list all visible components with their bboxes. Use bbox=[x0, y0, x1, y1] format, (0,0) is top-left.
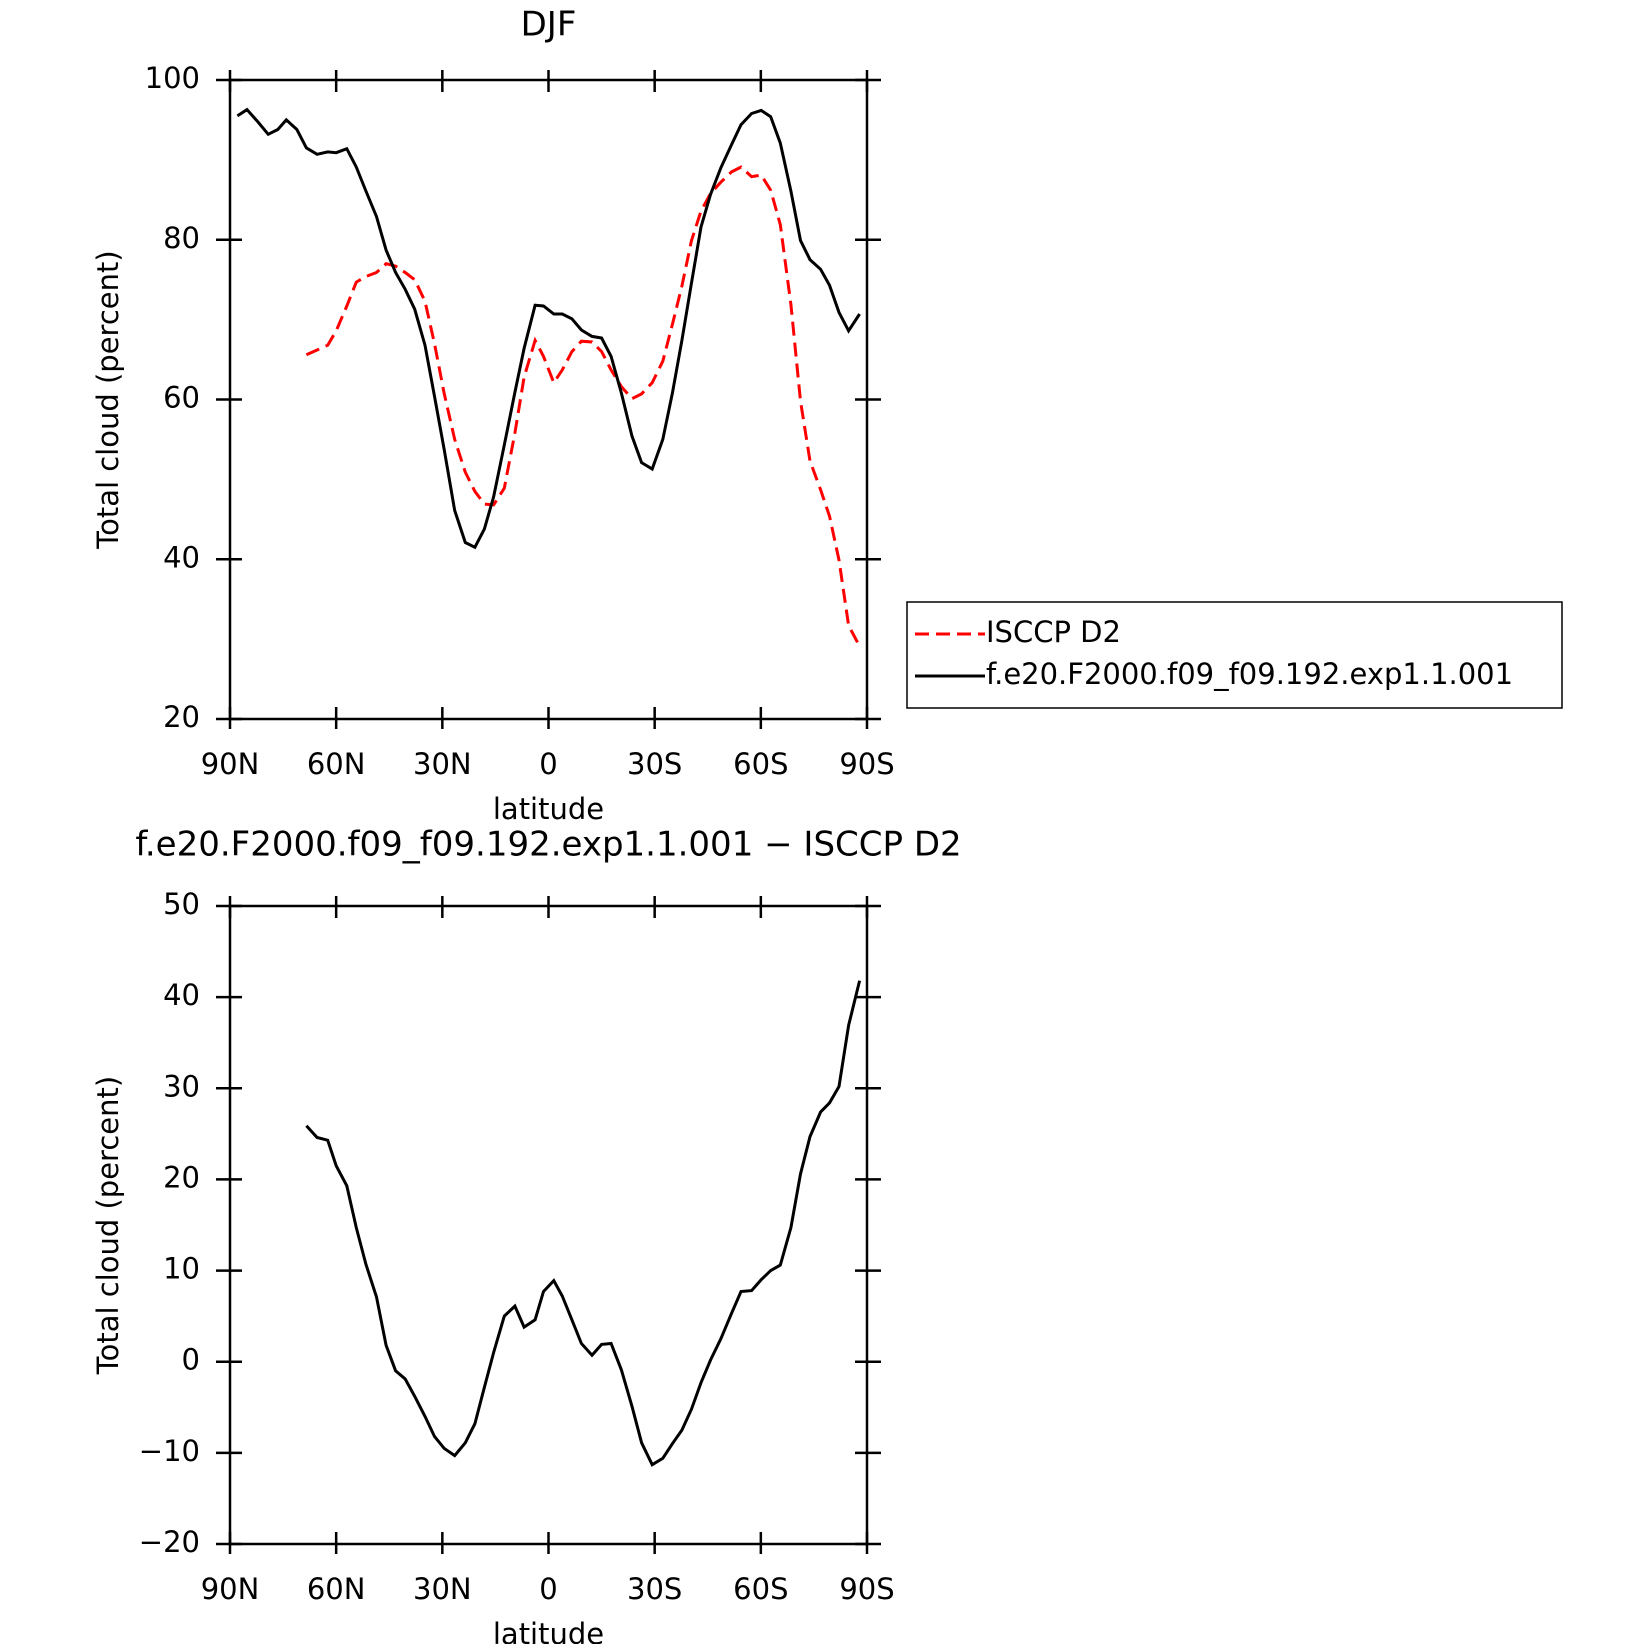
plot-frame bbox=[228, 78, 869, 721]
x-tick-label: 30S bbox=[627, 747, 682, 781]
y-tick-label: 20 bbox=[163, 1160, 200, 1194]
x-tick-label: 90N bbox=[201, 1572, 260, 1606]
x-tick-label: 90S bbox=[839, 747, 894, 781]
chart-title: f.e20.F2000.f09_f09.192.exp1.1.001 − ISC… bbox=[135, 825, 961, 865]
x-tick-label: 30S bbox=[627, 1572, 682, 1606]
legend-box bbox=[906, 601, 1563, 709]
x-axis-label: latitude bbox=[493, 792, 604, 826]
y-tick-label: −20 bbox=[139, 1525, 200, 1559]
y-tick-label: 20 bbox=[163, 700, 200, 734]
y-tick-label: −10 bbox=[139, 1434, 200, 1468]
x-axis-label: latitude bbox=[493, 1617, 604, 1644]
y-tick-label: 60 bbox=[163, 381, 200, 415]
y-tick-label: 40 bbox=[163, 978, 200, 1012]
x-tick-label: 60S bbox=[733, 747, 788, 781]
x-tick-label: 0 bbox=[539, 1572, 557, 1606]
plot-frame bbox=[228, 904, 869, 1546]
x-tick-label: 60N bbox=[307, 1572, 366, 1606]
y-tick-label: 40 bbox=[163, 540, 200, 574]
x-tick-label: 90S bbox=[839, 1572, 894, 1606]
legend-label: ISCCP D2 bbox=[986, 615, 1121, 649]
x-tick-label: 30N bbox=[413, 1572, 472, 1606]
legend-label: f.e20.F2000.f09_f09.192.exp1.1.001 bbox=[986, 657, 1513, 691]
y-tick-label: 50 bbox=[163, 887, 200, 921]
x-tick-label: 60S bbox=[733, 1572, 788, 1606]
y-axis-label: Total cloud (percent) bbox=[91, 250, 125, 549]
y-axis-label: Total cloud (percent) bbox=[91, 1076, 125, 1375]
y-tick-label: 100 bbox=[145, 61, 200, 95]
data-line bbox=[236, 107, 861, 550]
y-tick-label: 10 bbox=[163, 1252, 200, 1286]
y-tick-label: 80 bbox=[163, 221, 200, 255]
x-tick-label: 0 bbox=[539, 747, 557, 781]
chart-title: DJF bbox=[521, 5, 577, 45]
x-tick-label: 60N bbox=[307, 747, 366, 781]
data-line bbox=[305, 165, 861, 648]
x-tick-label: 30N bbox=[413, 747, 472, 781]
x-tick-label: 90N bbox=[201, 747, 260, 781]
y-tick-label: 0 bbox=[182, 1343, 200, 1377]
data-line bbox=[305, 980, 862, 1467]
y-tick-label: 30 bbox=[163, 1069, 200, 1103]
